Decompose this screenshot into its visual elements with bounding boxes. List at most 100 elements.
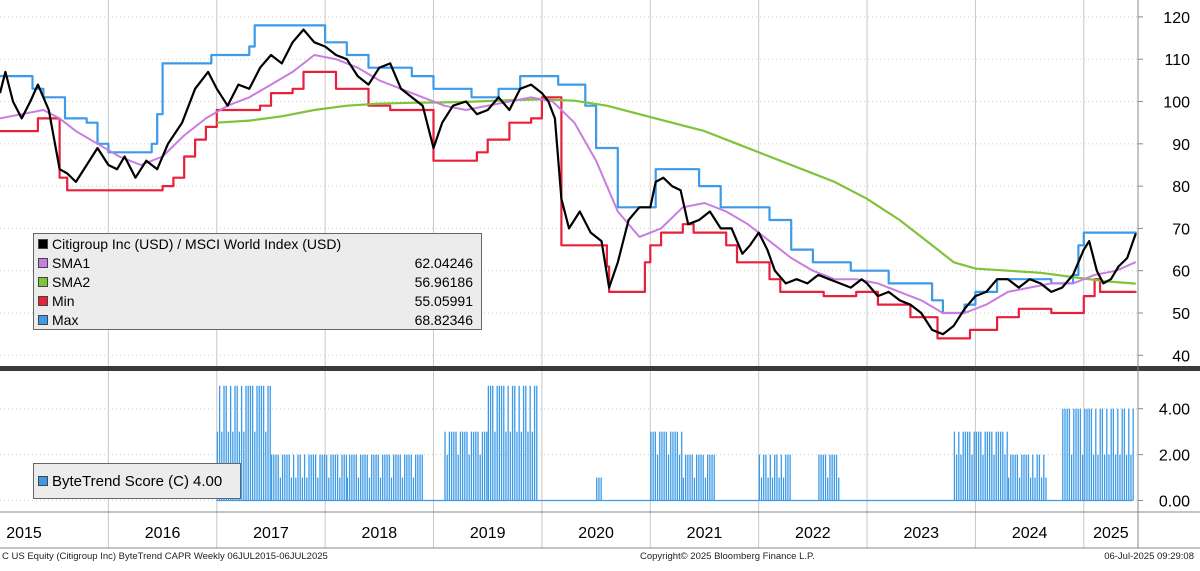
score-bar [351,454,353,501]
score-bar [1064,408,1066,501]
score-bar [297,454,299,501]
score-bar [390,477,393,501]
score-bar [674,431,676,501]
score-bar [481,431,484,501]
year-label: 2020 [578,525,614,542]
score-bar [774,454,776,501]
score-bar [225,385,227,501]
score-bar [1036,454,1038,501]
score-bar [364,454,366,501]
legend-value-min: 55.05991 [414,292,473,309]
right-axis-band [1138,0,1200,548]
score-bar [1018,477,1021,501]
score-bar [693,477,696,501]
score-bar [419,454,421,501]
score-bar [518,385,520,501]
price-legend: Citigroup Inc (USD) / MSCI World Index (… [33,233,482,330]
score-bar [1073,408,1075,501]
score-bar [661,431,663,501]
score-bar [353,454,355,501]
score-bar [663,431,665,501]
score-bar [1121,408,1123,501]
score-bar [341,454,343,501]
score-bar [1086,408,1088,501]
score-bar [459,431,462,501]
sma2-line [216,98,1136,285]
legend-value-max: 68.82346 [414,311,473,328]
score-bar [702,454,704,501]
score-bar [223,385,225,501]
score-bar [991,431,993,501]
price-tick-label: 50 [1172,306,1190,323]
score-bar [838,477,840,501]
score-bar [319,454,321,501]
legend-label-min: Min [52,292,75,309]
score-bar [1088,408,1090,501]
legend-swatch-sma1 [38,257,48,268]
score-bar [346,477,349,501]
score-bar [468,454,470,501]
score-bar [386,454,388,501]
score-bar [958,431,960,501]
score-bar [229,385,232,501]
score-bar [330,454,332,501]
score-bar [689,454,691,501]
score-bar [780,454,782,501]
score-bar [339,477,341,501]
price-tick-label: 120 [1163,10,1190,27]
score-bar [279,477,282,501]
score-bar [691,454,693,501]
score-bar [321,454,323,501]
score-bar [833,454,835,501]
score-bar [384,454,386,501]
score-bar [665,431,667,501]
legend-label-max: Max [52,311,79,328]
score-bar [681,431,683,501]
score-bar [525,385,527,501]
legend-entry-sma2: SMA2 56.96186 [34,272,481,291]
score-bar [782,477,785,501]
score-bar [520,431,523,501]
score-bar [303,454,306,501]
score-bar [406,454,408,501]
score-bar [785,454,787,501]
price-tick-label: 70 [1172,221,1190,238]
score-bar [254,431,256,501]
price-tick-label: 90 [1172,137,1190,154]
score-bar [1012,454,1014,501]
score-bar [1117,408,1119,501]
legend-swatch-max [38,314,48,325]
score-bar [269,385,271,501]
score-bar [1004,454,1006,501]
score-bar [516,431,518,501]
legend-entry-score: ByteTrend Score (C) 4.00 [34,464,240,498]
score-bar [1025,454,1027,501]
score-bar [709,454,711,501]
score-bar [1010,454,1012,501]
panel-separator [0,366,1200,371]
legend-value-sma2: 56.96186 [414,273,473,290]
score-bar [676,431,678,501]
score-bar [421,454,423,501]
score-bar [822,454,824,501]
score-bar [308,454,310,501]
score-bar [377,454,379,501]
score-bar [466,431,468,501]
score-bar [275,454,277,501]
score-tick-label: 4.00 [1159,402,1190,419]
legend-entry-min: Min 55.05991 [34,291,481,310]
score-bar [1032,454,1034,501]
score-bar [955,454,958,501]
score-bar [245,385,247,501]
score-bar [397,454,399,501]
score-bar [453,431,455,501]
year-label: 2023 [903,525,939,542]
score-bar [1023,454,1025,501]
score-bar [281,454,284,501]
score-bar [980,431,982,501]
score-bar [771,477,774,501]
score-bar [971,454,973,501]
score-bar [498,385,501,501]
price-tick-label: 80 [1172,179,1190,196]
score-bar [1038,454,1041,501]
